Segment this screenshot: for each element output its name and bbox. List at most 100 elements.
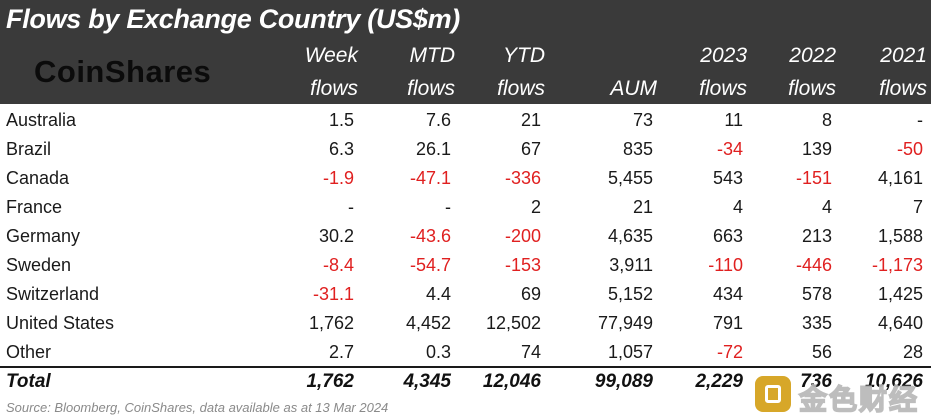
- country-cell: Canada: [6, 168, 70, 188]
- value-cell: 77,949: [597, 313, 653, 333]
- value-cell: -336: [504, 168, 541, 188]
- total-cell: 99,089: [594, 371, 653, 392]
- value-cell: 2.7: [328, 342, 354, 362]
- value-cell: 1,057: [607, 342, 653, 362]
- value-cell: -: [917, 110, 923, 130]
- total-cell: 12,046: [482, 371, 541, 392]
- table-row: Canada -1.9 -47.1 -336 5,455 543 -151 4,161: [0, 164, 931, 193]
- value-cell: 1,762: [308, 313, 354, 333]
- total-divider: [0, 366, 931, 368]
- value-cell: 73: [632, 110, 653, 130]
- value-cell: 28: [902, 342, 923, 362]
- value-cell: 1,425: [877, 284, 923, 304]
- table-body: Australia 1.5 7.6 21 73 11 8 - Brazil 6.3 26.1 67 83…: [0, 106, 931, 367]
- value-cell: 8: [821, 110, 832, 130]
- table-header: Flows by Exchange Country (US$m) CoinSha…: [0, 0, 931, 104]
- value-cell: 5,152: [607, 284, 653, 304]
- value-cell: -72: [716, 342, 743, 362]
- value-cell: 7.6: [425, 110, 451, 130]
- value-cell: 213: [801, 226, 832, 246]
- value-cell: -31.1: [312, 284, 354, 304]
- table-row: Australia 1.5 7.6 21 73 11 8 -: [0, 106, 931, 135]
- column-header-line2: flows: [407, 77, 455, 100]
- column-header-line1: YTD: [503, 44, 545, 67]
- value-cell: 835: [622, 139, 653, 159]
- total-cell: 4,345: [403, 371, 451, 392]
- table-row: France - - 2 21 4 4 7: [0, 193, 931, 222]
- value-cell: 74: [520, 342, 541, 362]
- total-label: Total: [6, 371, 51, 392]
- column-header-line2: AUM: [610, 77, 657, 100]
- country-cell: Brazil: [6, 139, 52, 159]
- value-cell: -54.7: [409, 255, 451, 275]
- column-header-line1: MTD: [409, 44, 456, 67]
- value-cell: 12,502: [485, 313, 541, 333]
- country-cell: Other: [6, 342, 52, 362]
- value-cell: 3,911: [609, 255, 653, 275]
- value-cell: 4,452: [405, 313, 451, 333]
- value-cell: -200: [504, 226, 541, 246]
- value-cell: 139: [801, 139, 832, 159]
- table-row: Other 2.7 0.3 74 1,057 -72 56 28: [0, 338, 931, 367]
- value-cell: 5,455: [607, 168, 653, 188]
- value-cell: -110: [708, 255, 743, 275]
- jinse-logo-icon: [755, 376, 791, 412]
- column-header-line2: flows: [497, 77, 545, 100]
- country-cell: Australia: [6, 110, 77, 130]
- column-header-line1: Week: [304, 44, 358, 67]
- value-cell: -1.9: [322, 168, 354, 188]
- value-cell: -50: [896, 139, 923, 159]
- value-cell: -151: [795, 168, 832, 188]
- value-cell: -: [445, 197, 451, 217]
- value-cell: 4,161: [877, 168, 923, 188]
- column-header-line1: 2021: [880, 44, 927, 67]
- value-cell: 663: [712, 226, 743, 246]
- table-row: Brazil 6.3 26.1 67 835 -34 139 -50: [0, 135, 931, 164]
- table-row: Germany 30.2 -43.6 -200 4,635 663 213 1,588: [0, 222, 931, 251]
- value-cell: 6.3: [328, 139, 354, 159]
- value-cell: -34: [716, 139, 743, 159]
- page-title: Flows by Exchange Country (US$m): [6, 4, 460, 34]
- value-cell: -446: [795, 255, 832, 275]
- value-cell: -47.1: [409, 168, 451, 188]
- table-row: Sweden -8.4 -54.7 -153 3,911 -110 -446 -1,173: [0, 251, 931, 280]
- value-cell: 11: [724, 110, 743, 130]
- table-row: Switzerland -31.1 4.4 69 5,152 434 578 1,425: [0, 280, 931, 309]
- value-cell: -43.6: [409, 226, 451, 246]
- value-cell: -153: [504, 255, 541, 275]
- total-cell: 2,229: [695, 371, 743, 392]
- value-cell: 543: [712, 168, 743, 188]
- value-cell: 56: [811, 342, 832, 362]
- value-cell: 69: [520, 284, 541, 304]
- country-cell: United States: [6, 313, 115, 333]
- value-cell: 21: [632, 197, 653, 217]
- value-cell: 2: [530, 197, 541, 217]
- value-cell: 21: [520, 110, 541, 130]
- coinshares-logo: CoinShares: [34, 54, 212, 89]
- value-cell: 4.4: [425, 284, 451, 304]
- column-header-line2: flows: [699, 77, 747, 100]
- value-cell: 578: [801, 284, 832, 304]
- value-cell: -8.4: [322, 255, 354, 275]
- value-cell: 434: [712, 284, 743, 304]
- country-cell: France: [6, 197, 63, 217]
- value-cell: 4: [732, 197, 743, 217]
- value-cell: 67: [520, 139, 541, 159]
- value-cell: 4,635: [607, 226, 653, 246]
- value-cell: 7: [912, 197, 923, 217]
- value-cell: 4: [821, 197, 832, 217]
- table-row: United States 1,762 4,452 12,502 77,949 791 33…: [0, 309, 931, 338]
- column-header-line2: flows: [310, 77, 358, 100]
- country-cell: Switzerland: [6, 284, 100, 304]
- value-cell: 791: [712, 313, 743, 333]
- value-cell: -: [348, 197, 354, 217]
- source-note: Source: Bloomberg, CoinShares, data avai…: [6, 400, 389, 415]
- column-header-line2: flows: [788, 77, 836, 100]
- country-cell: Sweden: [6, 255, 72, 275]
- value-cell: 26.1: [415, 139, 451, 159]
- watermark-text: 金色财经: [798, 383, 920, 416]
- total-cell: 1,762: [306, 371, 354, 392]
- column-header-line1: 2022: [789, 44, 836, 67]
- total-cell: 736: [800, 371, 832, 392]
- value-cell: 1.5: [328, 110, 354, 130]
